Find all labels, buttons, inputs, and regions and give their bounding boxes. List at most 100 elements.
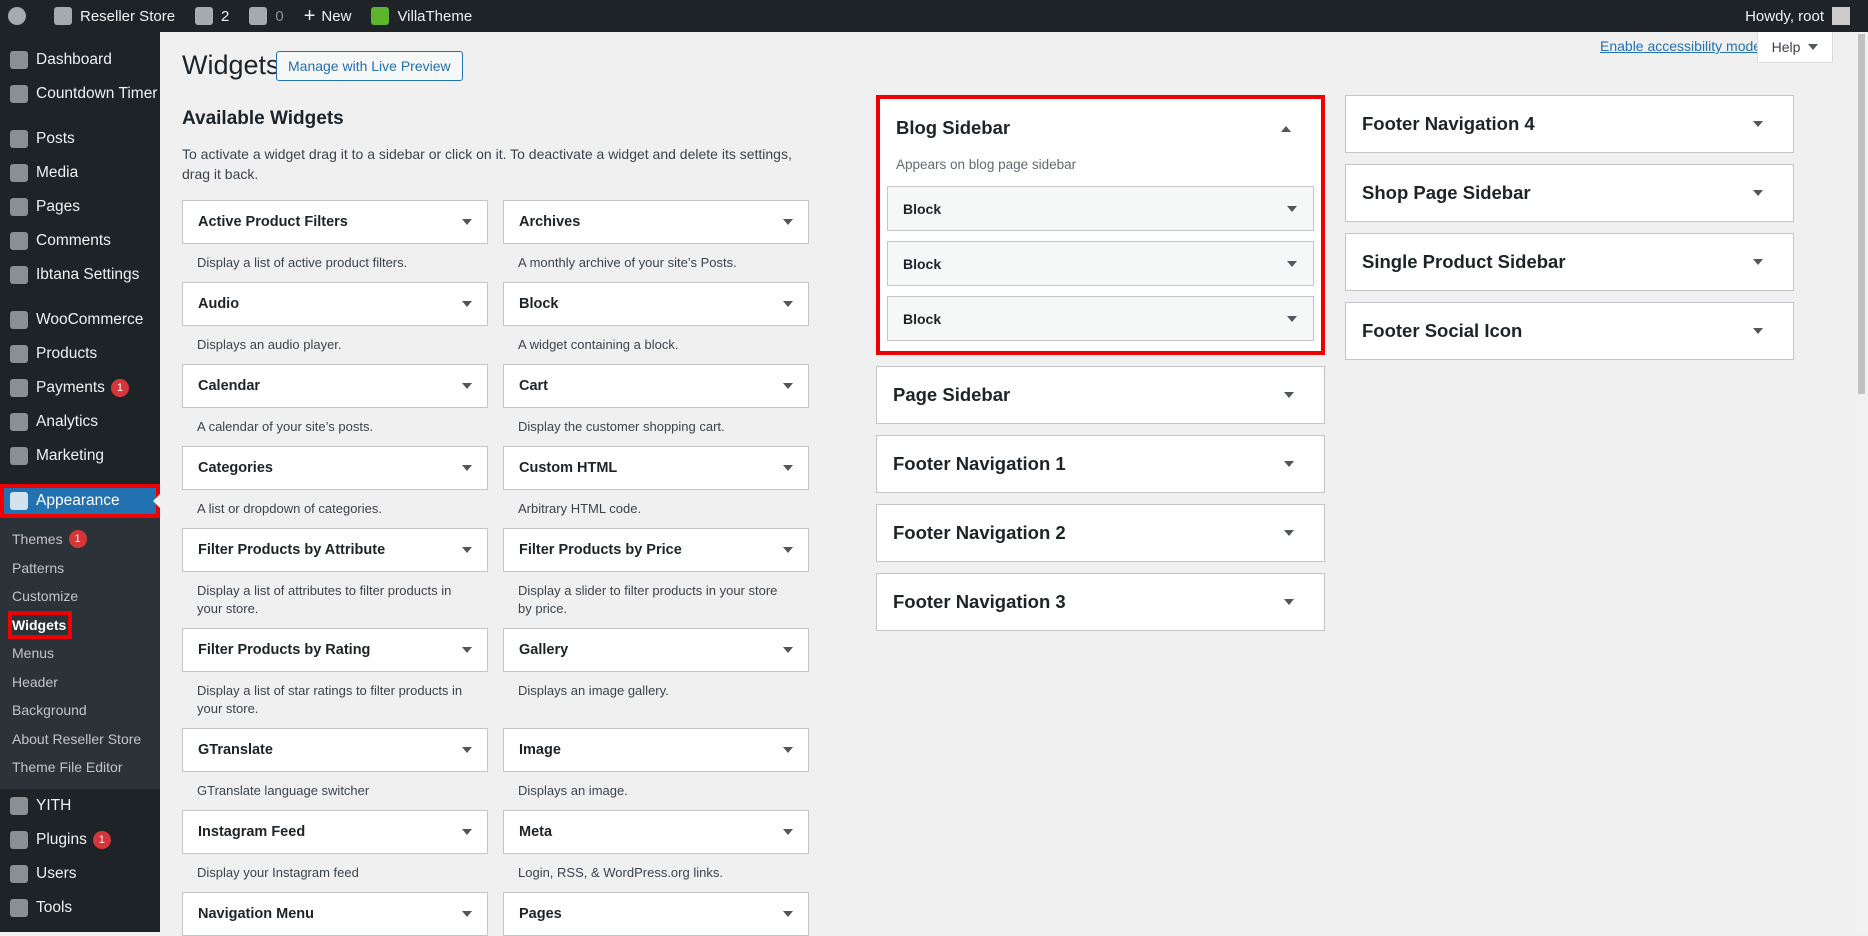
widget-header[interactable]: Filter Products by Price — [503, 528, 809, 572]
toggle-arrow[interactable] — [783, 647, 793, 658]
widget[interactable]: Calendar A calendar of your site’s posts. — [182, 364, 488, 446]
sidebar-widget[interactable]: Block — [887, 241, 1314, 286]
menu-item[interactable]: Dashboard — [0, 43, 160, 77]
toggle-arrow[interactable] — [783, 829, 793, 840]
menu-item[interactable]: Countdown Timer — [0, 77, 160, 111]
sidebar-header[interactable]: Footer Navigation 2 — [877, 505, 1324, 561]
toggle-arrow[interactable] — [1753, 190, 1763, 201]
submenu-item[interactable]: Theme File Editor — [0, 753, 160, 782]
toggle-arrow[interactable] — [462, 647, 472, 658]
menu-item[interactable]: Payments 1 — [0, 371, 160, 405]
toggle-arrow[interactable] — [1281, 120, 1291, 132]
widget[interactable]: Archives A monthly archive of your site’s… — [503, 200, 809, 282]
site-link[interactable]: Reseller Store — [54, 7, 175, 25]
live-preview-button[interactable]: Manage with Live Preview — [276, 51, 463, 81]
submenu-item[interactable]: Customize — [0, 582, 160, 611]
widget-header[interactable]: Pages — [503, 892, 809, 936]
widget[interactable]: Meta Login, RSS, & WordPress.org links. — [503, 810, 809, 892]
toggle-arrow[interactable] — [783, 301, 793, 312]
menu-item[interactable]: Media — [0, 156, 160, 190]
toggle-arrow[interactable] — [783, 383, 793, 394]
widget[interactable]: Instagram Feed Display your Instagram fee… — [182, 810, 488, 892]
menu-item[interactable]: Products — [0, 337, 160, 371]
toggle-arrow[interactable] — [783, 465, 793, 476]
updates[interactable]: 2 — [195, 7, 229, 25]
sidebar-header[interactable]: Footer Navigation 3 — [877, 574, 1324, 630]
toggle-arrow[interactable] — [783, 911, 793, 922]
toggle-arrow[interactable] — [462, 465, 472, 476]
sidebar-widget[interactable]: Block — [887, 296, 1314, 341]
widget-header[interactable]: Calendar — [182, 364, 488, 408]
menu-item[interactable]: Pages — [0, 190, 160, 224]
menu-item[interactable]: Appearance — [0, 484, 160, 518]
toggle-arrow[interactable] — [462, 219, 472, 230]
widget[interactable]: Categories A list or dropdown of categori… — [182, 446, 488, 528]
widget-header[interactable]: Instagram Feed — [182, 810, 488, 854]
submenu-item[interactable]: Background — [0, 696, 160, 725]
widget[interactable]: GTranslate GTranslate language switcher — [182, 728, 488, 810]
toggle-arrow[interactable] — [1284, 392, 1294, 403]
toggle-arrow[interactable] — [462, 301, 472, 312]
menu-item[interactable]: Users — [0, 857, 160, 891]
toggle-arrow[interactable] — [783, 547, 793, 558]
toggle-arrow[interactable] — [462, 547, 472, 558]
sidebar-widget[interactable]: Block — [887, 186, 1314, 231]
widget[interactable]: Filter Products by Price Display a slider… — [503, 528, 809, 628]
widget-header[interactable]: Archives — [503, 200, 809, 244]
sidebar-header[interactable]: Shop Page Sidebar — [1346, 165, 1793, 221]
menu-item[interactable]: Marketing — [0, 439, 160, 473]
toggle-arrow[interactable] — [1284, 530, 1294, 541]
menu-item[interactable]: WooCommerce — [0, 303, 160, 337]
submenu-item[interactable]: Widgets — [8, 610, 72, 639]
widget[interactable]: Active Product Filters Display a list of … — [182, 200, 488, 282]
toggle-arrow[interactable] — [1284, 599, 1294, 610]
sidebar-header[interactable]: Blog Sidebar — [880, 99, 1321, 157]
menu-item[interactable]: Posts — [0, 122, 160, 156]
widget-header[interactable]: Image — [503, 728, 809, 772]
accessibility-link[interactable]: Enable accessibility mode — [1600, 38, 1762, 54]
menu-item[interactable]: YITH — [0, 789, 160, 823]
widget[interactable]: Gallery Displays an image gallery. — [503, 628, 809, 728]
widget[interactable]: Cart Display the customer shopping cart. — [503, 364, 809, 446]
submenu-item[interactable]: Header — [0, 668, 160, 697]
widget-header[interactable]: Navigation Menu — [182, 892, 488, 936]
widget[interactable]: Navigation Menu — [182, 892, 488, 936]
widget-header[interactable]: Filter Products by Rating — [182, 628, 488, 672]
toggle-arrow[interactable] — [1284, 461, 1294, 472]
sidebar-header[interactable]: Page Sidebar — [877, 367, 1324, 423]
widget[interactable]: Pages — [503, 892, 809, 936]
comments[interactable]: 0 — [249, 7, 284, 25]
widget[interactable]: Filter Products by Attribute Display a li… — [182, 528, 488, 628]
toggle-arrow[interactable] — [462, 911, 472, 922]
new-content[interactable]: + New — [303, 4, 352, 27]
theme-link[interactable]: VillaTheme — [371, 7, 472, 25]
submenu-item[interactable]: Themes 1 — [0, 525, 160, 554]
widget[interactable]: Filter Products by Rating Display a list … — [182, 628, 488, 728]
toggle-arrow[interactable] — [462, 383, 472, 394]
submenu-item[interactable]: Patterns — [0, 554, 160, 583]
toggle-arrow[interactable] — [1753, 121, 1763, 132]
toggle-arrow[interactable] — [1287, 260, 1297, 272]
toggle-arrow[interactable] — [783, 219, 793, 230]
submenu-item[interactable]: Menus — [0, 639, 160, 668]
menu-item[interactable]: Plugins 1 — [0, 823, 160, 857]
menu-item[interactable]: Comments — [0, 224, 160, 258]
widget-header[interactable]: GTranslate — [182, 728, 488, 772]
menu-item[interactable]: Tools — [0, 891, 160, 925]
help-button[interactable]: Help — [1757, 32, 1833, 63]
widget-header[interactable]: Categories — [182, 446, 488, 490]
toggle-arrow[interactable] — [462, 747, 472, 758]
toggle-arrow[interactable] — [462, 829, 472, 840]
widget-header[interactable]: Active Product Filters — [182, 200, 488, 244]
sidebar-header[interactable]: Footer Social Icon — [1346, 303, 1793, 359]
toggle-arrow[interactable] — [1753, 328, 1763, 339]
sidebar-header[interactable]: Footer Navigation 1 — [877, 436, 1324, 492]
widget-header[interactable]: Custom HTML — [503, 446, 809, 490]
menu-item[interactable]: Analytics — [0, 405, 160, 439]
widget-header[interactable]: Audio — [182, 282, 488, 326]
sidebar-header[interactable]: Single Product Sidebar — [1346, 234, 1793, 290]
toggle-arrow[interactable] — [1287, 205, 1297, 217]
toggle-arrow[interactable] — [1287, 315, 1297, 327]
scrollbar[interactable] — [1855, 32, 1868, 932]
widget-header[interactable]: Cart — [503, 364, 809, 408]
